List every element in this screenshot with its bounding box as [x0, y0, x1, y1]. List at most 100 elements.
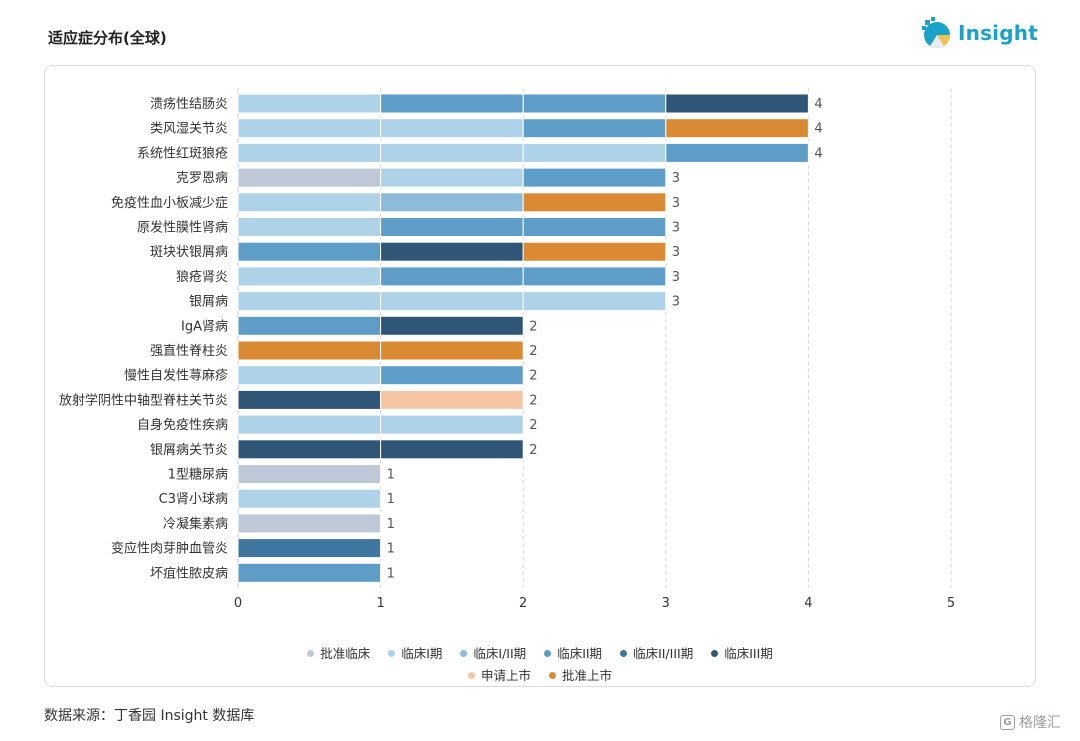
- legend-item: 临床I/II期: [460, 643, 526, 664]
- bar-segment: [522, 217, 667, 237]
- value-label: 2: [529, 344, 537, 359]
- chart-panel: [44, 65, 1036, 687]
- category-label: 强直性脊柱炎: [150, 344, 228, 359]
- bar-segment: [380, 192, 524, 213]
- bar-segment: [237, 118, 382, 139]
- x-tick-label: 1: [376, 596, 384, 611]
- value-label: 2: [529, 393, 537, 408]
- legend-item: 临床III期: [711, 643, 773, 664]
- x-tick-label: 5: [947, 596, 955, 611]
- legend-item: 批准临床: [307, 643, 370, 664]
- category-label: 克罗恩病: [176, 171, 228, 186]
- legend-label: 临床I期: [401, 646, 443, 661]
- value-label: 3: [672, 245, 680, 260]
- category-label: 系统性红斑狼疮: [137, 145, 228, 161]
- bar-segment: [237, 414, 382, 435]
- legend-dot-icon: [544, 650, 552, 657]
- bar-segment: [380, 389, 524, 410]
- legend-dot-icon: [620, 650, 628, 657]
- bar-segment: [237, 291, 382, 312]
- bar-segment: [380, 241, 524, 262]
- bar-segment: [665, 93, 809, 114]
- category-label: 慢性自发性荨麻疹: [124, 368, 228, 384]
- bar-segment: [237, 464, 382, 484]
- category-label: 原发性膜性肾病: [137, 220, 228, 236]
- legend-dot-icon: [460, 650, 468, 657]
- gelonghui-logo-icon: G: [1000, 714, 1015, 730]
- legend-label: 临床II期: [557, 646, 603, 661]
- legend-dot-icon: [307, 650, 315, 657]
- value-label: 3: [672, 221, 680, 236]
- bar-segment: [380, 291, 524, 312]
- bar-segment: [380, 142, 524, 163]
- bar-segment: [237, 93, 382, 114]
- value-label: 4: [814, 146, 822, 161]
- bar-segment: [237, 389, 382, 410]
- data-source: 数据来源：丁香园 Insight 数据库: [44, 708, 255, 724]
- value-label: 3: [672, 270, 680, 285]
- category-label: IgA肾病: [181, 319, 228, 334]
- bar-segment: [237, 513, 382, 534]
- bar-segment: [237, 241, 382, 262]
- legend-dot-icon: [711, 650, 719, 657]
- value-label: 3: [672, 196, 680, 211]
- bar-segment: [665, 118, 809, 139]
- x-tick-label: 3: [662, 596, 670, 611]
- value-label: 2: [529, 418, 537, 433]
- bar-segment: [380, 266, 524, 287]
- legend-item: 临床I期: [388, 643, 442, 664]
- bar-segment: [522, 241, 667, 262]
- bar-segment: [237, 538, 382, 559]
- category-label: 斑块状银屑病: [150, 245, 228, 260]
- bar-segment: [522, 118, 667, 139]
- bar-segment: [665, 142, 809, 163]
- value-label: 3: [672, 171, 680, 186]
- bar-segment: [380, 439, 524, 460]
- value-label: 3: [672, 295, 680, 310]
- bar-segment: [522, 266, 667, 287]
- bar-segment: [237, 315, 382, 336]
- legend-dot-icon: [549, 672, 556, 679]
- bar-segment: [380, 340, 524, 361]
- category-label: 冷凝集素病: [163, 516, 228, 532]
- x-tick-label: 4: [804, 596, 812, 611]
- category-label: C3肾小球病: [159, 492, 228, 507]
- category-label: 变应性肉芽肿血管炎: [111, 541, 228, 557]
- legend-item: 申请上市: [467, 665, 531, 686]
- legend-item: 临床II期: [544, 643, 602, 664]
- bar-segment: [522, 167, 667, 188]
- legend-label: 临床III期: [724, 646, 773, 661]
- bar-segment: [237, 167, 382, 188]
- bar-segment: [237, 266, 382, 287]
- category-label: 坏疽性脓皮病: [150, 565, 228, 581]
- bar-segment: [237, 217, 382, 237]
- value-label: 4: [814, 122, 822, 137]
- bar-segment: [380, 93, 524, 114]
- insight-logo-text: Insight: [958, 21, 1038, 45]
- bar-segment: [237, 365, 382, 386]
- category-label: 银屑病关节炎: [150, 443, 228, 458]
- category-label: 类风湿关节炎: [150, 122, 228, 137]
- category-label: 放射学阴性中轴型脊柱关节炎: [59, 392, 228, 408]
- watermark: G 格隆汇: [1000, 712, 1061, 732]
- bar-segment: [237, 142, 382, 163]
- value-label: 1: [387, 517, 395, 532]
- legend-label: 批准临床: [320, 646, 371, 661]
- legend-label: 临床II/III期: [633, 646, 694, 661]
- bar-segment: [237, 488, 382, 509]
- bar-segment: [237, 192, 382, 213]
- x-tick-label: 0: [234, 596, 242, 611]
- legend-item: 临床II/III期: [620, 643, 693, 664]
- value-label: 1: [387, 542, 395, 557]
- legend-label: 批准上市: [562, 668, 613, 683]
- legend-label: 申请上市: [480, 668, 531, 683]
- bar-segment: [237, 439, 382, 460]
- bar-segment: [237, 340, 382, 361]
- legend-label: 临床I/II期: [473, 646, 527, 661]
- value-label: 1: [387, 566, 395, 581]
- bar-segment: [237, 562, 382, 583]
- legend-dot-icon: [388, 650, 396, 657]
- bar-segment: [380, 414, 524, 435]
- value-label: 2: [529, 319, 537, 334]
